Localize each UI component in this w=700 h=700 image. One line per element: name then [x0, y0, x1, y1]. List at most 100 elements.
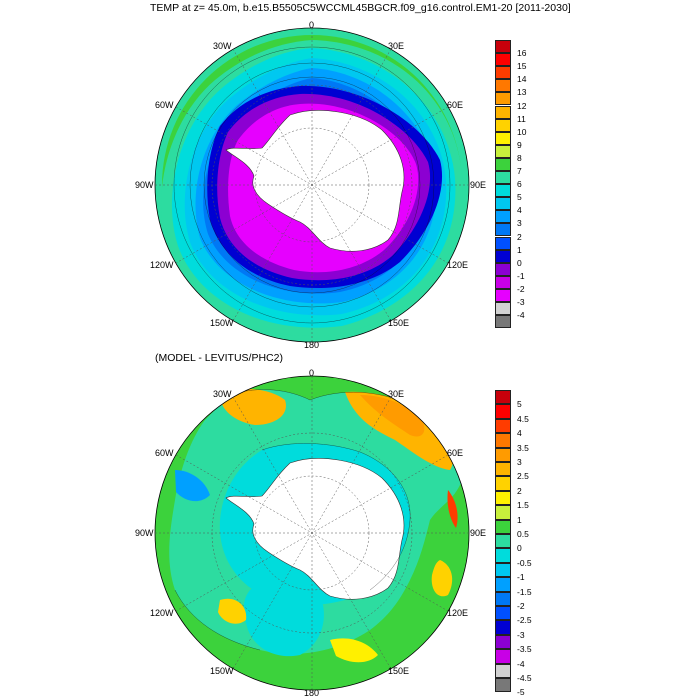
- colorbar-swatch: [495, 591, 511, 606]
- lon-label-30w: 30W: [213, 41, 232, 51]
- lon-label-150w: 150W: [210, 666, 234, 676]
- lon-label-60e: 60E: [447, 100, 464, 110]
- colorbar-swatch: [495, 577, 511, 592]
- colorbar-tick-label: 5: [517, 192, 522, 203]
- colorbar-swatch: [495, 534, 511, 549]
- colorbar-swatch: [495, 548, 511, 563]
- colorbar-tick-label: 2.5: [517, 471, 529, 482]
- colorbar-tick-label: 11: [517, 113, 526, 124]
- colorbar-tick-label: 1.5: [517, 500, 529, 511]
- colorbar-tick-label: 7: [517, 166, 522, 176]
- colorbar-tick-label: 0: [517, 543, 522, 554]
- colorbar-swatch: [495, 184, 511, 198]
- colorbar-tick-label: 3: [517, 218, 522, 229]
- colorbar-swatch: [495, 620, 511, 635]
- colorbar-swatch: [495, 302, 511, 316]
- colorbar-tick-label: 3: [517, 457, 522, 467]
- lon-label-150e: 150E: [388, 318, 410, 328]
- colorbar-swatch: [495, 144, 511, 158]
- lon-label-180: 180: [304, 340, 320, 350]
- colorbar-tick-label: -5: [517, 687, 525, 698]
- colorbar-tick-label: 8: [517, 152, 522, 163]
- lon-label-60w: 60W: [155, 448, 174, 458]
- top-map-graticule: [155, 28, 469, 342]
- colorbar-swatch: [495, 131, 511, 145]
- lon-label-60e: 60E: [447, 448, 464, 458]
- colorbar-tick-label: 2: [517, 231, 522, 242]
- colorbar-swatch: [495, 476, 511, 491]
- colorbar-tick-label: -4: [517, 658, 525, 669]
- colorbar-swatch: [495, 236, 511, 250]
- colorbar-swatch: [495, 390, 511, 405]
- colorbar-swatch: [495, 197, 511, 211]
- colorbar-tick-label: 4: [517, 205, 522, 216]
- colorbar-swatch: [495, 519, 511, 534]
- colorbar-swatch: [495, 53, 511, 67]
- colorbar-tick-label: 13: [517, 87, 527, 98]
- colorbar-tick-label: 12: [517, 100, 527, 111]
- colorbar-swatch: [495, 157, 511, 171]
- lon-label-90w: 90W: [135, 528, 154, 538]
- colorbar-tick-label: 15: [517, 61, 527, 72]
- colorbar-tick-label: 10: [517, 126, 527, 137]
- colorbar-swatch: [495, 210, 511, 224]
- colorbar-swatch: [495, 249, 511, 263]
- lon-label-90e: 90E: [470, 528, 487, 538]
- colorbar-swatch: [495, 606, 511, 621]
- colorbar-swatch: [495, 262, 511, 276]
- plot-subtitle: (MODEL - LEVITUS/PHC2): [155, 352, 283, 364]
- lon-label-0: 0: [309, 368, 315, 378]
- colorbar-tick-label: -4.5: [517, 673, 532, 683]
- colorbar-swatch: [495, 562, 511, 578]
- colorbar-swatch: [495, 418, 511, 434]
- lon-label-30e: 30E: [388, 389, 405, 399]
- colorbar-swatch: [495, 171, 511, 185]
- colorbar-swatch: [495, 462, 511, 477]
- lon-label-120e: 120E: [447, 608, 469, 618]
- colorbar-tick-label: 0.5: [517, 529, 529, 539]
- colorbar-swatch: [495, 649, 511, 664]
- colorbar-tick-label: 9: [517, 139, 522, 150]
- colorbar-tick-label: -3: [517, 297, 525, 307]
- colorbar-tick-label: -3: [517, 629, 525, 640]
- colorbar-swatch: [495, 105, 511, 119]
- colorbar-tick-label: 5: [517, 399, 522, 410]
- colorbar-tick-label: 4.5: [517, 413, 529, 424]
- lon-label-60w: 60W: [155, 100, 174, 110]
- colorbar-swatch: [495, 40, 511, 54]
- colorbar-swatch: [495, 223, 511, 237]
- colorbar-tick-label: 0: [517, 257, 522, 268]
- colorbar-swatch: [495, 79, 511, 93]
- colorbar-swatch: [495, 288, 511, 302]
- bottom-map-graticule: [155, 376, 469, 690]
- colorbar-tick-label: 1: [517, 514, 522, 525]
- bottom-polar-map: [155, 376, 469, 690]
- colorbar-tick-label: -1.5: [517, 586, 532, 597]
- colorbar-swatch: [495, 678, 511, 693]
- lon-label-30e: 30E: [388, 41, 405, 51]
- lon-label-150w: 150W: [210, 318, 234, 328]
- colorbar-tick-label: -3.5: [517, 644, 532, 655]
- colorbar-tick-label: -2.5: [517, 615, 532, 626]
- lon-label-120w: 120W: [150, 260, 174, 270]
- lon-label-0: 0: [309, 20, 315, 30]
- colorbar-swatch: [495, 118, 511, 132]
- colorbar-tick-label: 3.5: [517, 442, 529, 453]
- lon-label-90e: 90E: [470, 180, 487, 190]
- colorbar-tick-label: -0.5: [517, 557, 532, 568]
- colorbar-swatch: [495, 92, 511, 106]
- colorbar-tick-label: -2: [517, 283, 525, 294]
- colorbar-tick-label: 1: [517, 244, 522, 255]
- colorbar-tick-label: 6: [517, 179, 522, 190]
- lon-label-150e: 150E: [388, 666, 410, 676]
- colorbar-tick-label: 14: [517, 74, 527, 85]
- lon-label-30w: 30W: [213, 389, 232, 399]
- colorbar-tick-label: -2: [517, 601, 525, 611]
- colorbar-tick-label: -4: [517, 310, 525, 321]
- colorbar-swatch: [495, 404, 511, 419]
- lon-label-120e: 120E: [447, 260, 469, 270]
- colorbar-swatch: [495, 315, 511, 329]
- lon-label-120w: 120W: [150, 608, 174, 618]
- colorbar-swatch: [495, 490, 511, 506]
